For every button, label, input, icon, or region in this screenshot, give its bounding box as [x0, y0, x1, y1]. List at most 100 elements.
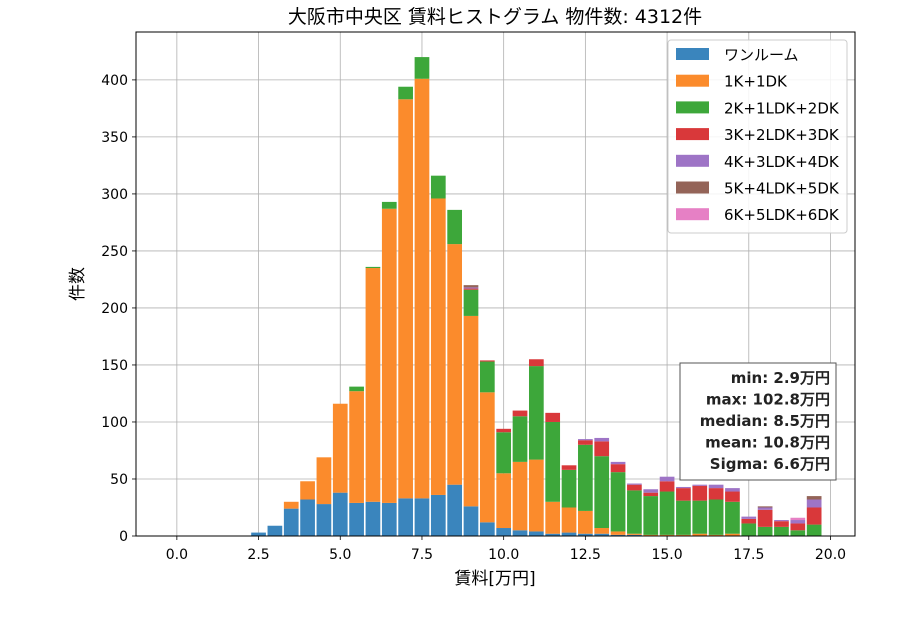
bar-segment	[545, 533, 561, 536]
bar-segment	[578, 533, 593, 536]
bar-segment	[774, 521, 789, 527]
bar-segment	[430, 175, 446, 199]
bar-segment	[528, 531, 544, 536]
bar-segment	[479, 360, 495, 362]
y-tick-label: 350	[101, 130, 128, 146]
legend-label: 3K+2LDK+3DK	[724, 126, 840, 144]
bar-segment	[267, 525, 283, 536]
bar-segment	[757, 526, 773, 536]
bar-segment	[316, 504, 332, 536]
bar-segment	[610, 464, 626, 473]
bar-segment	[528, 366, 544, 460]
legend-label: 1K+1DK	[724, 73, 788, 91]
bar-segment	[806, 507, 822, 525]
y-tick-label: 150	[101, 358, 128, 374]
bar-segment	[561, 507, 577, 533]
legend-swatch	[676, 101, 709, 114]
bar-segment	[725, 491, 740, 502]
bar-segment	[610, 472, 626, 532]
bar-segment	[692, 500, 708, 534]
bar-segment	[512, 461, 528, 531]
bar-segment	[806, 496, 822, 500]
bar-segment	[708, 488, 724, 500]
bar-segment	[479, 522, 495, 536]
bar-segment	[349, 386, 364, 392]
x-tick-label: 12.5	[570, 547, 601, 563]
bar-segment	[659, 476, 675, 482]
bar-segment	[463, 315, 479, 507]
bar-segment	[659, 491, 675, 535]
bar-segment	[610, 461, 626, 465]
bar-segment	[774, 520, 789, 522]
legend-swatch	[676, 208, 709, 221]
legend-label: 2K+1LDK+2DK	[724, 99, 840, 117]
bar-segment	[251, 532, 266, 536]
bar-segment	[283, 508, 299, 536]
bar-segment	[398, 99, 413, 499]
bar-segment	[283, 501, 299, 509]
bar-segment	[643, 489, 659, 493]
x-tick-label: 0.0	[166, 547, 188, 563]
bar-segment	[757, 506, 773, 508]
bar-segment	[757, 509, 773, 527]
x-tick-label: 17.5	[733, 547, 764, 563]
x-axis-label: 賃料[万円]	[454, 569, 535, 589]
bar-segment	[627, 484, 642, 491]
legend-label: 4K+3LDK+4DK	[724, 153, 840, 171]
stats-frame	[679, 362, 837, 481]
legend: ワンルーム 1K+1DK 2K+1LDK+2DK 3K+2LDK+3DK 4K+3LDK…	[667, 39, 848, 234]
bar-segment	[643, 534, 659, 536]
bar-segment	[414, 57, 430, 79]
bar-segment	[676, 534, 691, 536]
bar-segment	[627, 483, 642, 485]
bar-segment	[774, 526, 789, 536]
bar-segment	[708, 534, 724, 536]
bar-segment	[561, 465, 577, 470]
bar-segment	[578, 444, 593, 511]
bar-segment	[528, 359, 544, 367]
x-tick-label: 2.5	[247, 547, 269, 563]
bar-segment	[708, 499, 724, 535]
bar-segment	[447, 244, 463, 485]
ticks-layer: 0.0 2.5 5.0 7.5 10.0 12.5 15.0 17.5 20.0 0 50 100 15…	[101, 73, 846, 563]
bar-segment	[414, 78, 430, 499]
bar-segment	[430, 198, 446, 495]
bar-segment	[627, 533, 642, 535]
bar-segment	[365, 268, 381, 502]
bar-segment	[594, 441, 610, 457]
bar-segment	[332, 492, 348, 536]
plot-frame	[135, 31, 856, 537]
y-tick-label: 200	[101, 301, 128, 317]
y-tick-label: 400	[101, 73, 128, 89]
stats-line: mean: 10.8万円	[705, 434, 830, 452]
bar-segment	[398, 86, 413, 100]
bar-segment	[741, 518, 757, 524]
bar-segment	[447, 484, 463, 536]
y-tick-label: 50	[110, 472, 128, 488]
stats-box: min: 2.9万円 max: 102.8万円 median: 8.5万円 mean:…	[679, 362, 837, 481]
bar-segment	[741, 523, 757, 536]
bar-segment	[627, 490, 642, 534]
bar-segment	[528, 459, 544, 532]
bar-segment	[692, 484, 708, 486]
bar-segment	[790, 523, 806, 531]
stats-line: min: 2.9万円	[731, 369, 830, 387]
bar-segment	[725, 501, 740, 534]
bar-segment	[692, 533, 708, 536]
bar-segment	[349, 502, 364, 536]
bar-segment	[790, 520, 806, 524]
bar-segment	[430, 494, 446, 536]
bar-segment	[643, 492, 659, 497]
bar-segment	[479, 361, 495, 393]
bar-segment	[512, 416, 528, 462]
bar-segment	[414, 498, 430, 536]
y-axis-label: 件数	[68, 267, 88, 301]
bar-segment	[561, 532, 577, 536]
legend-swatch	[676, 181, 709, 194]
legend-swatch	[676, 74, 709, 87]
stats-line: Sigma: 6.6万円	[710, 455, 830, 473]
bar-segment	[332, 403, 348, 493]
bar-segment	[594, 533, 610, 536]
bar-segment	[381, 502, 397, 536]
